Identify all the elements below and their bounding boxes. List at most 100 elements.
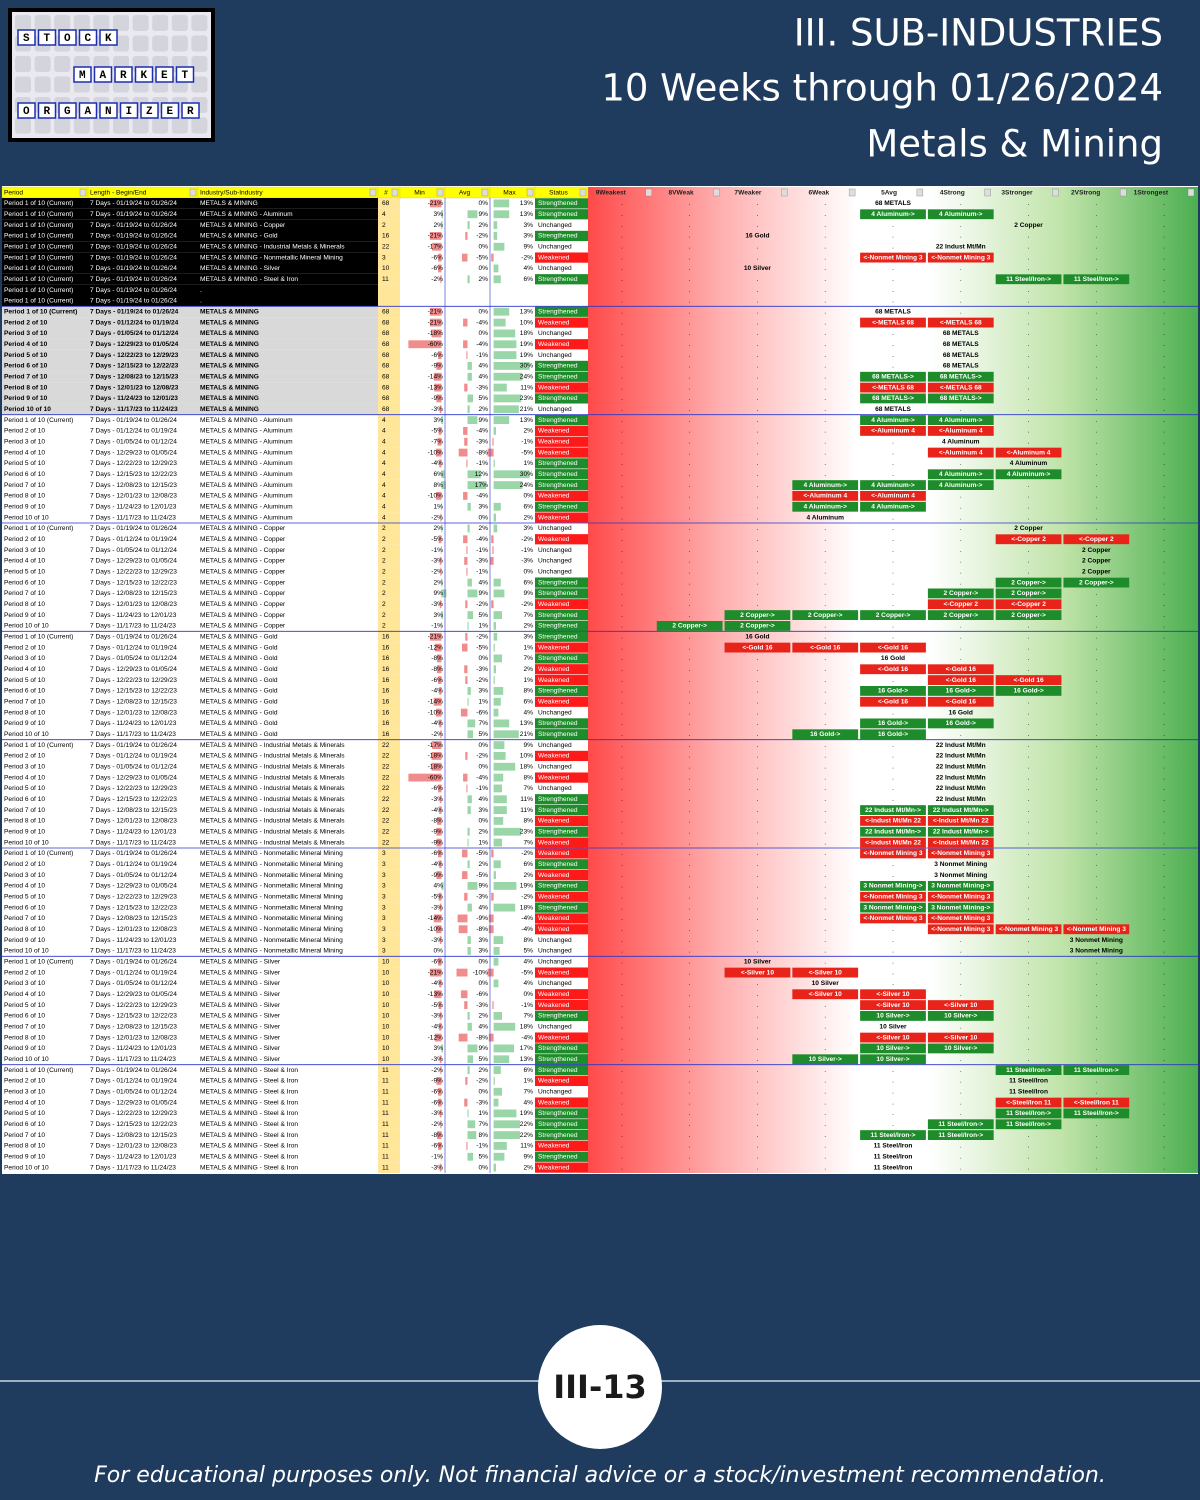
length: 7 Days - 12/22/23 to 12/29/23 (90, 785, 177, 792)
bucket-label: 22 Indust Mt/Mn-> (865, 829, 921, 836)
bucket-label: 3 Nonmet Mining-> (931, 883, 990, 890)
status: Weakened (538, 644, 570, 651)
data-bar (464, 1001, 468, 1009)
data-bar (463, 773, 468, 782)
bucket-label: . (621, 872, 623, 879)
status-cell (535, 198, 588, 209)
length: 7 Days - 12/29/23 to 01/05/24 (90, 1099, 177, 1106)
bucket-label: . (689, 298, 691, 305)
bucket-label: . (824, 1110, 826, 1117)
data-bar (467, 481, 487, 489)
bucket-label: . (689, 417, 691, 424)
industry: METALS & MINING - Aluminum (200, 439, 293, 446)
length: 7 Days - 01/05/24 to 01/12/24 (90, 655, 177, 662)
bucket-label: . (621, 1099, 623, 1106)
min: -1% (431, 623, 443, 630)
bucket-label: . (1028, 558, 1030, 565)
logo-box (58, 102, 77, 119)
count-cell (378, 555, 400, 567)
count-cell (378, 1086, 400, 1098)
period: Period 10 of 10 (4, 623, 49, 630)
max: -2% (521, 254, 533, 261)
data-bar (493, 806, 507, 814)
bucket-label: . (1163, 1024, 1165, 1031)
count-cell (378, 772, 400, 783)
logo-tile (34, 117, 51, 134)
data-bar (493, 882, 517, 890)
bucket-label: . (1028, 731, 1030, 738)
bucket-label: . (1028, 417, 1030, 424)
avg: 4% (478, 363, 488, 370)
bucket-cell (860, 881, 926, 891)
bucket-label: . (621, 839, 623, 846)
bucket-label: 2 Copper-> (1079, 579, 1114, 586)
bucket-label: <-METALS 68 (872, 384, 914, 391)
bucket-cell (792, 642, 859, 653)
status-cell (535, 924, 588, 935)
bucket-label: . (1095, 894, 1097, 901)
data-bar (466, 546, 468, 554)
bucket-label: 22 Indust Mt/Mn-> (933, 829, 989, 836)
min: -2% (431, 276, 443, 283)
count: 3 (382, 872, 386, 879)
period: Period 9 of 10 (4, 937, 45, 944)
bucket-cell (656, 621, 723, 631)
length: 7 Days - 12/15/23 to 12/22/23 (90, 904, 177, 911)
bucket-label: . (1028, 233, 1030, 240)
status: Unchanged (538, 980, 572, 987)
bucket-label: . (892, 287, 894, 294)
length: 7 Days - 11/17/23 to 11/24/23 (90, 514, 176, 521)
min: -6% (431, 677, 443, 684)
bucket-label: . (757, 861, 759, 868)
count: 4 (382, 504, 386, 511)
length: 7 Days - 11/17/23 to 11/24/23 (90, 623, 176, 630)
length: 7 Days - 01/12/24 to 01/19/24 (90, 753, 177, 760)
bucket-label: 2 Copper-> (1011, 590, 1046, 597)
avg: 0% (478, 764, 488, 771)
status-cell (535, 729, 588, 740)
length: 7 Days - 12/15/23 to 12/22/23 (90, 796, 177, 803)
period: Period 4 of 10 (4, 666, 45, 673)
data-bar (440, 546, 442, 554)
industry: METALS & MINING - Nonmetallic Mineral Mi… (200, 904, 343, 911)
bucket-label: . (1028, 352, 1030, 359)
length: 7 Days - 12/29/23 to 01/05/24 (90, 666, 177, 673)
count: 22 (382, 839, 390, 846)
min: 4% (433, 883, 443, 890)
bucket-label: . (824, 200, 826, 207)
bucket-label: . (621, 1089, 623, 1096)
bucket-label: . (824, 579, 826, 586)
bucket-label: . (1163, 601, 1165, 608)
bucket-label: . (1028, 709, 1030, 716)
period: Period 2 of 10 (4, 969, 45, 976)
bucket-label: . (1028, 796, 1030, 803)
bucket-label: . (621, 319, 623, 326)
filter-button (189, 188, 197, 197)
bucket-label: . (757, 1132, 759, 1139)
bucket-label: . (757, 384, 759, 391)
header-label: Min (414, 189, 425, 196)
length: 7 Days - 11/24/23 to 12/01/23 (90, 1045, 177, 1052)
data-bar (429, 307, 442, 316)
bucket-label: . (1095, 384, 1097, 391)
bucket-label: . (960, 1143, 962, 1150)
filter-button (916, 188, 924, 197)
logo-box (99, 29, 118, 46)
industry: METALS & MINING - Nonmetallic Mineral Mi… (200, 883, 343, 890)
bucket-label: . (1163, 774, 1165, 781)
length: 7 Days - 01/12/24 to 01/19/24 (90, 1078, 177, 1085)
avg: -5% (476, 850, 488, 857)
status: Strengthened (538, 374, 578, 381)
bucket-label: . (1028, 764, 1030, 771)
filter-button (1052, 188, 1059, 197)
min: -9% (431, 872, 443, 879)
status-cell (535, 328, 588, 339)
bucket-label: . (689, 644, 691, 651)
industry: METALS & MINING - Gold (200, 720, 278, 727)
count-cell (378, 328, 400, 339)
min: -13% (428, 991, 444, 998)
data-bar (467, 1044, 478, 1053)
bucket-label: . (1028, 1045, 1030, 1052)
data-bar (467, 275, 470, 284)
min: -12% (428, 644, 444, 651)
